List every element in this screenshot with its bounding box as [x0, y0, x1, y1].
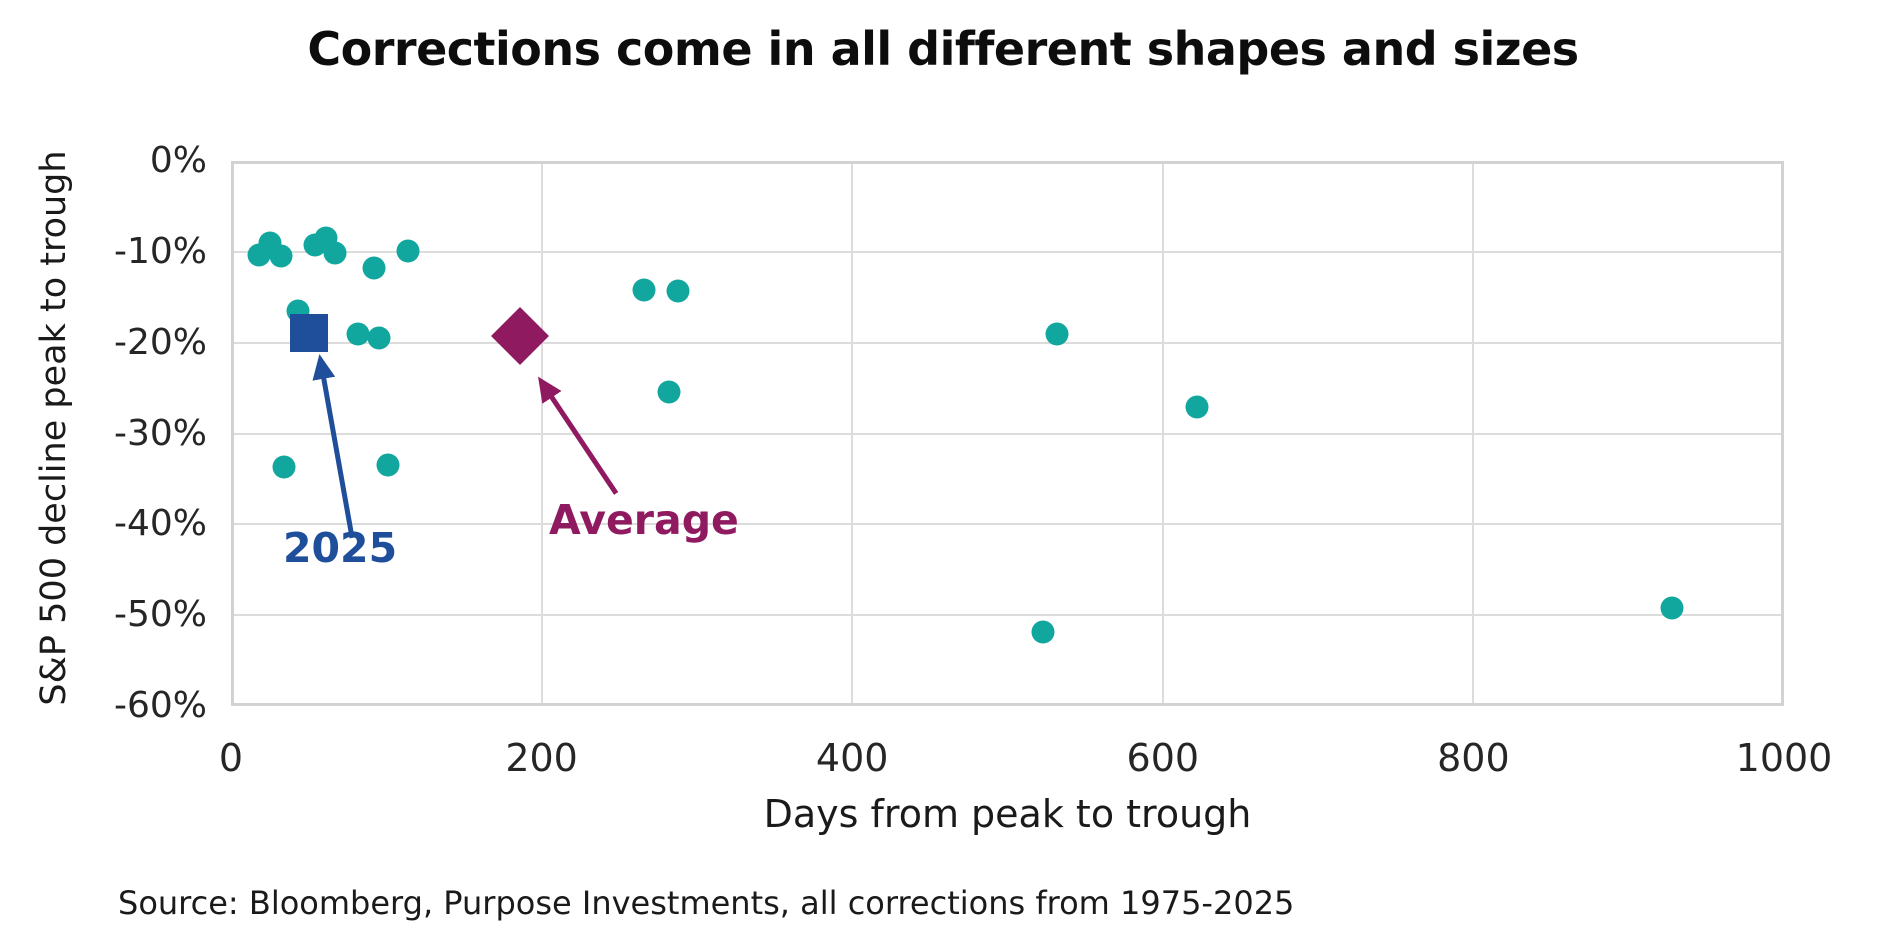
y-tick-label: -40% — [113, 503, 207, 545]
y-tick-label: -20% — [113, 321, 207, 363]
y-tick-label: -10% — [113, 230, 207, 272]
data-point-circle-corrections-1975-2025 — [657, 380, 681, 404]
data-point-square-2025 — [289, 313, 328, 352]
data-point-circle-corrections-1975-2025 — [1045, 322, 1069, 346]
annotation-label-2025: 2025 — [283, 524, 398, 572]
data-point-circle-corrections-1975-2025 — [346, 322, 370, 346]
data-point-circle-corrections-1975-2025 — [632, 278, 656, 302]
horizontal-gridline — [231, 523, 1784, 526]
x-tick-label: 800 — [1437, 736, 1510, 780]
y-tick-label: 0% — [149, 140, 207, 181]
horizontal-gridline — [231, 432, 1784, 435]
horizontal-gridline — [231, 614, 1784, 617]
x-axis-title: Days from peak to trough — [763, 792, 1252, 836]
data-point-circle-corrections-1975-2025 — [367, 326, 391, 350]
data-point-circle-corrections-1975-2025 — [666, 279, 690, 303]
data-point-circle-corrections-1975-2025 — [1185, 395, 1209, 419]
data-point-circle-corrections-1975-2025 — [272, 455, 296, 479]
horizontal-gridline — [231, 341, 1784, 344]
plot-area — [231, 161, 1784, 706]
y-tick-label: -60% — [113, 685, 207, 726]
x-tick-label: 0 — [218, 736, 244, 780]
y-tick-label: -50% — [113, 594, 207, 636]
data-point-circle-corrections-1975-2025 — [1031, 620, 1055, 644]
data-point-circle-corrections-1975-2025 — [376, 453, 400, 477]
data-point-circle-corrections-1975-2025 — [1660, 596, 1684, 620]
data-point-circle-corrections-1975-2025 — [323, 241, 347, 265]
data-point-circle-corrections-1975-2025 — [396, 239, 420, 263]
annotation-label-average: Average — [549, 496, 739, 544]
data-point-circle-corrections-1975-2025 — [269, 244, 293, 268]
chart-title: Corrections come in all different shapes… — [307, 22, 1579, 76]
y-axis-title: S&P 500 decline peak to trough — [34, 150, 74, 706]
y-tick-label: -30% — [113, 412, 207, 454]
x-tick-label: 200 — [505, 736, 578, 780]
x-tick-label: 1000 — [1735, 736, 1833, 780]
data-point-circle-corrections-1975-2025 — [362, 256, 386, 280]
x-tick-label: 600 — [1126, 736, 1200, 780]
x-tick-label: 400 — [815, 736, 889, 780]
horizontal-gridline — [231, 250, 1784, 253]
source-note: Source: Bloomberg, Purpose Investments, … — [118, 884, 1295, 922]
